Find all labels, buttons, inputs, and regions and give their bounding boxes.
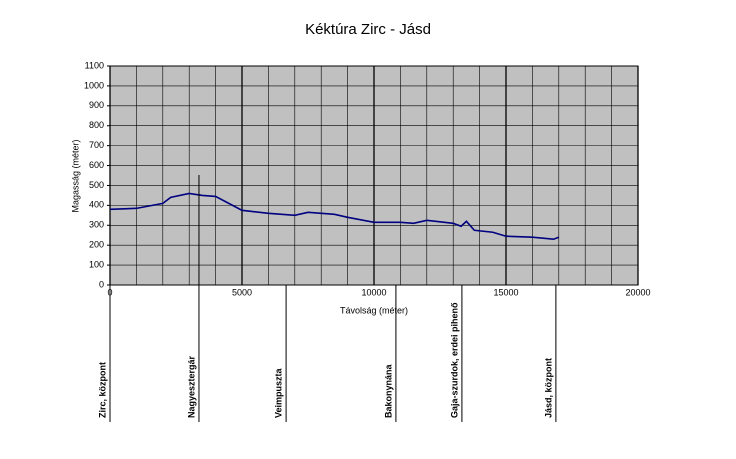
y-tick-label: 600 xyxy=(89,160,104,170)
y-tick-label: 1100 xyxy=(85,60,104,70)
y-tick-label: 400 xyxy=(89,200,104,210)
y-tick-label: 700 xyxy=(89,140,104,150)
y-axis-label: Magasság (méter) xyxy=(70,139,80,212)
x-tick-label: 15000 xyxy=(493,287,518,297)
y-tick-label: 900 xyxy=(89,100,104,110)
x-tick-label: 20000 xyxy=(625,287,650,297)
x-tick-label: 5000 xyxy=(232,287,252,297)
chart-title: Kéktúra Zirc - Jásd xyxy=(305,21,431,38)
waypoint-label: Veimpuszta xyxy=(273,367,283,418)
waypoint-label: Zirc, központ xyxy=(97,362,107,418)
elevation-line xyxy=(109,192,560,241)
waypoint-label: Nagyesztergár xyxy=(186,355,196,418)
y-tick-label: 1000 xyxy=(84,80,104,90)
waypoint-label: Jásd, központ xyxy=(543,358,553,418)
y-tick-label: 300 xyxy=(89,220,104,230)
waypoint-label: Bakonynána xyxy=(383,363,393,418)
y-tick-label: 100 xyxy=(89,259,104,269)
y-tick-label: 200 xyxy=(89,240,104,250)
x-tick-label: 10000 xyxy=(361,287,386,297)
x-axis-label: Távolság (méter) xyxy=(340,305,408,315)
y-tick-label: 500 xyxy=(89,180,104,190)
y-tick-label: 0 xyxy=(99,279,104,289)
waypoint-label: Gaja-szurdok, erdei pihenő xyxy=(449,302,459,418)
y-tick-label: 800 xyxy=(89,120,104,130)
